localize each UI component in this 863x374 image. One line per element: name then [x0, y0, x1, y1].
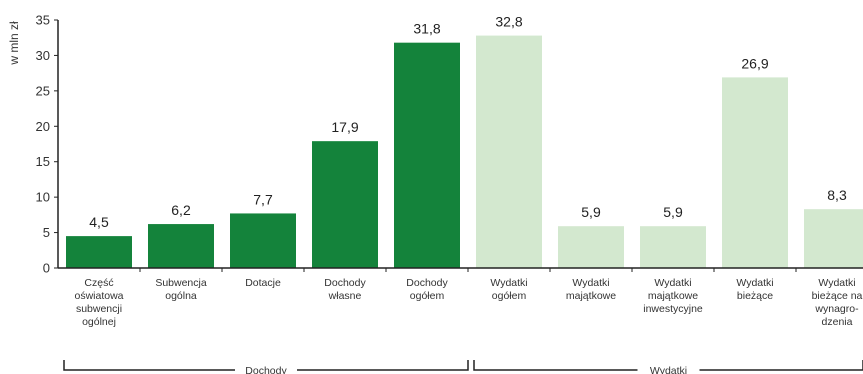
- bar-wydatki: [558, 226, 624, 268]
- value-label: 5,9: [663, 204, 683, 220]
- bar-wydatki: [722, 77, 788, 268]
- bar-dochody: [230, 213, 296, 268]
- category-label: Wydatki bieżące na wynagro-dzenia: [812, 277, 863, 328]
- bars: [66, 35, 863, 269]
- y-tick-label: 30: [36, 48, 50, 63]
- value-labels: 4,5 6,2 7,7 17,9 31,8 32,8 5,9 5,9 26,9 8,3: [89, 14, 847, 231]
- bar-wydatki: [476, 35, 542, 269]
- bar-dochody: [312, 141, 378, 268]
- bar-dochody: [394, 42, 460, 268]
- bar-wydatki: [640, 226, 706, 268]
- category-labels: Część oświatowa subwencji ogólnej Subwencja o…: [74, 268, 863, 328]
- category-label: Dochody własne: [324, 277, 366, 302]
- y-tick-label: 20: [36, 119, 50, 134]
- value-label: 7,7: [253, 191, 273, 207]
- bar-wydatki: [804, 209, 863, 268]
- category-label: Wydatki ogółem: [490, 277, 527, 302]
- y-axis-ticks: 0 5 10 15 20 25 30 35: [36, 13, 58, 276]
- bar-dochody: [66, 236, 132, 268]
- y-tick-label: 25: [36, 83, 50, 98]
- value-label: 6,2: [171, 202, 191, 218]
- value-label: 17,9: [331, 119, 358, 135]
- value-label: 4,5: [89, 214, 109, 230]
- group-bracket-right: [699, 360, 863, 371]
- category-label: Dotacje: [245, 277, 281, 289]
- category-label: Wydatki bieżące: [736, 277, 773, 302]
- y-tick-label: 35: [36, 13, 50, 28]
- category-label: Wydatki majątkowe inwestycyjne: [643, 277, 703, 315]
- group-brackets: Dochody Wydatki: [63, 360, 863, 374]
- group-bracket-right: [297, 360, 469, 371]
- value-label: 26,9: [741, 55, 768, 71]
- group-label: Dochody: [245, 365, 287, 374]
- y-axis-label: w mln zł: [7, 21, 21, 66]
- value-label: 8,3: [827, 187, 847, 203]
- value-label: 5,9: [581, 204, 601, 220]
- y-tick-label: 0: [43, 261, 50, 276]
- value-label: 32,8: [495, 14, 522, 30]
- category-label: Subwencja ogólna: [155, 277, 207, 302]
- category-label: Dochody ogółem: [406, 277, 448, 302]
- y-tick-label: 5: [43, 225, 50, 240]
- group-bracket-left: [473, 360, 638, 371]
- y-tick-label: 15: [36, 154, 50, 169]
- category-label: Wydatki majątkowe: [566, 277, 616, 302]
- value-label: 31,8: [413, 21, 440, 37]
- y-tick-label: 10: [36, 190, 50, 205]
- group-bracket-left: [63, 360, 235, 371]
- category-label: Część oświatowa subwencji ogólnej: [74, 277, 123, 328]
- bar-dochody: [148, 224, 214, 268]
- group-label: Wydatki: [650, 365, 687, 374]
